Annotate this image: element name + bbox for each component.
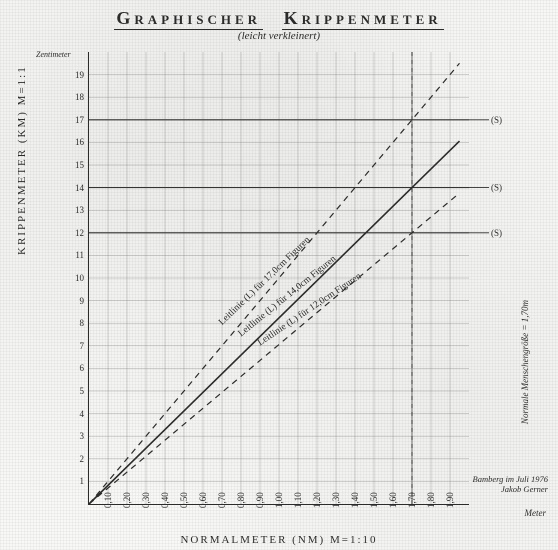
y-tick-8: 8	[80, 318, 85, 328]
title-word-a: Graphischer	[114, 8, 263, 30]
x-tick-1.4: 1,40	[350, 492, 360, 508]
x-tick-0.8: 0,80	[236, 492, 246, 508]
x-tick-1.8: 1,80	[426, 492, 436, 508]
y-unit-label: Zentimeter	[36, 50, 71, 59]
x-unit-label: Meter	[525, 508, 547, 518]
y-tick-17: 17	[75, 115, 84, 125]
x-tick-1.1: 1,10	[293, 492, 303, 508]
series-leitlinie-14cm	[89, 141, 460, 504]
x-tick-1.3: 1,30	[331, 492, 341, 508]
x-tick-1.7: 1,70	[407, 492, 417, 508]
x-axis-title: NORMALMETER (NM) M=1:10	[0, 534, 558, 546]
series-leitlinie-17cm	[89, 63, 460, 504]
series-leitlinie-12cm	[89, 193, 460, 504]
x-tick-0.9: 0,90	[255, 492, 265, 508]
y-tick-7: 7	[80, 341, 85, 351]
y-tick-4: 4	[80, 409, 85, 419]
y-tick-10: 10	[75, 273, 84, 283]
y-tick-11: 11	[75, 250, 84, 260]
y-tick-3: 3	[80, 431, 85, 441]
y-tick-5: 5	[80, 386, 85, 396]
y-tick-13: 13	[75, 205, 84, 215]
plot-svg: Leitlinie (L) für 17,0cm FigurenLeitlini…	[89, 52, 469, 504]
plot-area: Leitlinie (L) für 17,0cm FigurenLeitlini…	[88, 52, 469, 505]
attribution: Bamberg im Juli 1976 Jakob Gerner	[473, 474, 548, 494]
end-marker-leitlinie-12cm: (S)	[491, 228, 502, 238]
x-tick-0.1: 0,10	[103, 492, 113, 508]
y-tick-19: 19	[75, 70, 84, 80]
right-vertical-note: Normale Menschengröße = 1,70m	[520, 300, 530, 424]
x-tick-0.6: 0,60	[198, 492, 208, 508]
x-tick-0.4: 0,40	[160, 492, 170, 508]
x-tick-1.2: 1,20	[312, 492, 322, 508]
x-tick-0.5: 0,50	[179, 492, 189, 508]
end-marker-leitlinie-14cm: (S)	[491, 183, 502, 193]
y-tick-9: 9	[80, 296, 85, 306]
x-tick-1.5: 1,50	[369, 492, 379, 508]
end-marker-leitlinie-17cm: (S)	[491, 115, 502, 125]
y-tick-6: 6	[80, 363, 85, 373]
x-tick-0.7: 0,70	[217, 492, 227, 508]
y-axis-title: KRIPPENMETER (KM) M=1:1	[16, 65, 28, 255]
y-tick-18: 18	[75, 92, 84, 102]
x-tick-0.2: 0,20	[122, 492, 132, 508]
y-tick-16: 16	[75, 137, 84, 147]
chart-root: Graphischer Krippenmeter (leicht verklei…	[0, 0, 558, 550]
x-tick-1: 1,00	[274, 492, 284, 508]
title-word-b: Krippenmeter	[282, 8, 444, 30]
chart-title: Graphischer Krippenmeter	[0, 8, 558, 29]
y-tick-12: 12	[75, 228, 84, 238]
x-tick-1.9: 1,90	[445, 492, 455, 508]
y-tick-14: 14	[75, 183, 84, 193]
attribution-line1: Bamberg im Juli 1976	[473, 474, 548, 484]
x-tick-0.3: 0,30	[141, 492, 151, 508]
y-tick-2: 2	[80, 454, 85, 464]
y-tick-1: 1	[80, 476, 85, 486]
attribution-line2: Jakob Gerner	[501, 484, 548, 494]
x-tick-1.6: 1,60	[388, 492, 398, 508]
chart-subtitle: (leicht verkleinert)	[0, 30, 558, 42]
y-tick-15: 15	[75, 160, 84, 170]
